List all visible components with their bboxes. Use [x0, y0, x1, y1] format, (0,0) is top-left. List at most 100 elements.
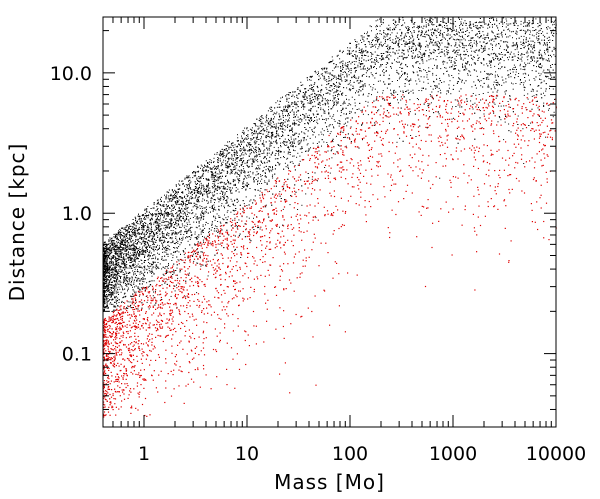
- data-point-black: [178, 260, 180, 262]
- data-point-black: [180, 227, 182, 228]
- data-point-black: [157, 252, 158, 254]
- data-point-black: [211, 173, 212, 175]
- data-point-black: [311, 89, 313, 90]
- data-point-black: [273, 123, 275, 125]
- data-point-black: [527, 55, 529, 57]
- data-point-black: [502, 17, 504, 19]
- data-point-black: [507, 47, 509, 49]
- data-point-black: [333, 76, 335, 78]
- data-point-black: [163, 251, 165, 253]
- data-point-black: [161, 257, 163, 259]
- data-point-black: [146, 228, 148, 230]
- data-point-black: [167, 253, 169, 255]
- data-point-black: [338, 76, 340, 78]
- data-point-black: [166, 279, 168, 281]
- data-point-black: [442, 60, 444, 62]
- data-point-black: [266, 182, 268, 184]
- data-point-black: [166, 266, 168, 268]
- data-point-black: [336, 103, 338, 105]
- data-point-black: [411, 46, 413, 48]
- data-point-black: [365, 49, 367, 51]
- data-point-black: [125, 234, 127, 235]
- data-point-black: [367, 35, 369, 37]
- data-point-black: [237, 140, 239, 141]
- data-point-black: [116, 287, 118, 289]
- data-point-black: [104, 279, 106, 281]
- data-point-black: [361, 84, 363, 86]
- data-point-black: [185, 184, 187, 186]
- data-point-black: [231, 172, 233, 174]
- data-point-black: [251, 132, 253, 133]
- data-point-black: [323, 78, 325, 80]
- data-point-black: [493, 102, 495, 104]
- data-point-black: [421, 90, 423, 92]
- data-point-black: [229, 189, 231, 191]
- data-point-black: [366, 75, 368, 77]
- data-point-black: [501, 76, 503, 78]
- data-point-black: [157, 203, 159, 204]
- data-point-black: [150, 247, 152, 249]
- data-point-black: [294, 116, 296, 118]
- data-point-black: [104, 262, 105, 264]
- data-point-black: [287, 111, 288, 113]
- data-point-black: [155, 225, 157, 227]
- data-point-black: [320, 109, 322, 111]
- data-point-black: [200, 182, 202, 184]
- data-point-black: [137, 286, 139, 288]
- data-point-black: [473, 50, 475, 52]
- data-point-black: [112, 271, 114, 273]
- data-point-black: [323, 110, 325, 112]
- data-point-black: [142, 286, 144, 288]
- data-point-black: [275, 141, 277, 143]
- data-point-black: [127, 301, 129, 303]
- data-point-black: [371, 66, 372, 68]
- data-point-black: [383, 37, 385, 39]
- data-point-black: [250, 176, 252, 178]
- data-point-black: [361, 50, 362, 52]
- data-point-black: [549, 88, 550, 90]
- data-point-black: [480, 62, 482, 64]
- data-point-black: [348, 103, 350, 105]
- data-point-black: [232, 169, 234, 171]
- data-point-black: [151, 235, 153, 237]
- data-point-black: [488, 37, 489, 39]
- data-point-black: [466, 23, 467, 24]
- data-point-black: [175, 190, 177, 192]
- data-point-black: [210, 176, 212, 178]
- data-point-black: [275, 102, 277, 104]
- data-point-black: [266, 154, 268, 156]
- data-point-black: [169, 213, 170, 215]
- data-point-black: [199, 207, 201, 209]
- data-point-black: [485, 77, 487, 79]
- data-point-black: [127, 290, 128, 292]
- data-point-black: [134, 246, 136, 248]
- data-point-black: [447, 33, 449, 35]
- data-point-black: [144, 278, 146, 280]
- data-point-black: [546, 28, 548, 30]
- data-point-black: [371, 94, 372, 96]
- data-point-black: [500, 105, 502, 107]
- data-point-black: [401, 38, 403, 40]
- data-point-black: [500, 33, 502, 35]
- data-point-black: [190, 188, 192, 190]
- data-point-black: [398, 86, 400, 88]
- data-point-black: [113, 256, 115, 258]
- data-point-black: [425, 20, 427, 22]
- data-point-black: [255, 132, 257, 134]
- data-point-black: [135, 252, 137, 254]
- data-point-black: [540, 87, 542, 89]
- data-point-black: [171, 219, 173, 221]
- data-point-black: [242, 183, 243, 185]
- data-point-black: [450, 93, 452, 95]
- data-point-black: [444, 26, 446, 28]
- data-point-black: [417, 28, 419, 30]
- data-point-black: [187, 212, 189, 214]
- data-point-black: [403, 54, 405, 56]
- data-point-black: [139, 253, 141, 255]
- data-point-black: [221, 186, 223, 188]
- data-point-black: [166, 271, 168, 273]
- data-point-black: [265, 169, 267, 171]
- data-point-black: [430, 29, 432, 31]
- data-point-black: [234, 169, 236, 170]
- data-point-black: [213, 157, 215, 159]
